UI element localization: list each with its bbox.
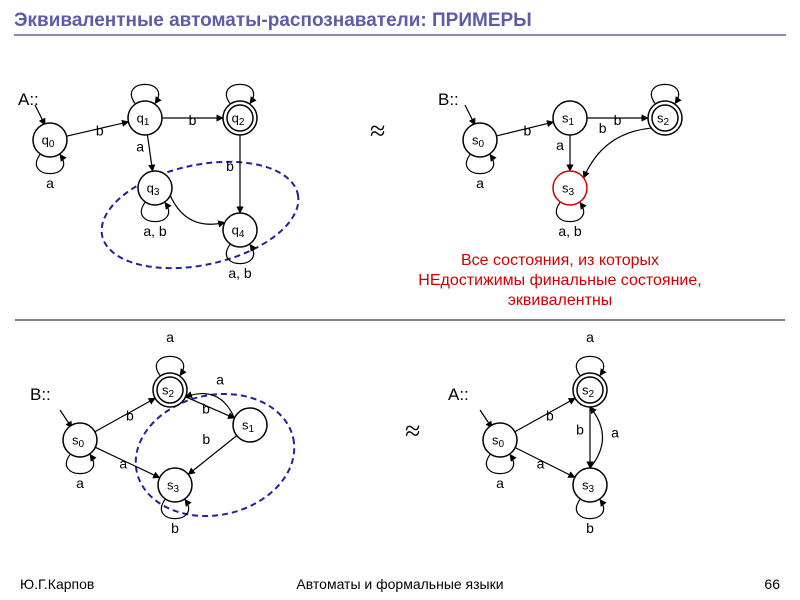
svg-text:a: a [141,70,149,73]
svg-text:b: b [202,401,210,417]
svg-text:a: a [216,372,224,388]
automata-diagrams: A::ababaaba, ba, bq0q1q2q3q4B::abbaaba, … [0,70,800,570]
footer-author: Ю.Г.Карпов [20,576,94,592]
svg-text:b: b [126,408,134,424]
svg-text:a: a [661,70,669,73]
svg-text:B::: B:: [438,90,459,109]
svg-text:a: a [136,138,144,154]
svg-text:Все состояния, из которых: Все состояния, из которых [461,252,659,269]
footer-page: 66 [764,576,780,592]
svg-text:b: b [523,123,531,139]
svg-text:b: b [546,408,554,424]
svg-text:НЕдостижимы финальные состояни: НЕдостижимы финальные состояние, [418,272,701,289]
svg-text:a: a [611,425,619,441]
svg-text:B::: B:: [30,385,51,404]
svg-text:b: b [599,120,607,136]
svg-text:A::: A:: [448,385,469,404]
svg-text:b: b [614,112,622,128]
slide-title: Эквивалентные автоматы-распознаватели: П… [0,0,800,34]
svg-text:a: a [76,475,84,491]
svg-text:a: a [556,137,564,153]
svg-text:b: b [189,112,197,128]
svg-text:b: b [202,431,210,447]
svg-text:b: b [226,158,234,174]
svg-text:b: b [96,123,104,139]
svg-text:a, b: a, b [558,223,582,239]
svg-text:a: a [476,175,484,191]
svg-text:b: b [171,520,179,536]
svg-text:a: a [537,455,545,471]
svg-text:≈: ≈ [370,116,385,147]
svg-text:a, b: a, b [143,223,167,239]
svg-text:a: a [46,175,54,191]
title-underline [14,34,786,36]
svg-text:≈: ≈ [405,416,420,447]
svg-text:a: a [119,456,127,472]
footer-course: Автоматы и формальные языки [296,576,503,592]
svg-text:a: a [166,329,174,345]
svg-text:b: b [576,422,584,438]
svg-text:b: b [586,520,594,536]
svg-text:эквивалентны: эквивалентны [508,292,613,309]
svg-text:a: a [496,475,504,491]
svg-text:a, b: a, b [228,265,252,281]
svg-text:a: a [236,70,244,73]
svg-text:a: a [586,329,594,345]
